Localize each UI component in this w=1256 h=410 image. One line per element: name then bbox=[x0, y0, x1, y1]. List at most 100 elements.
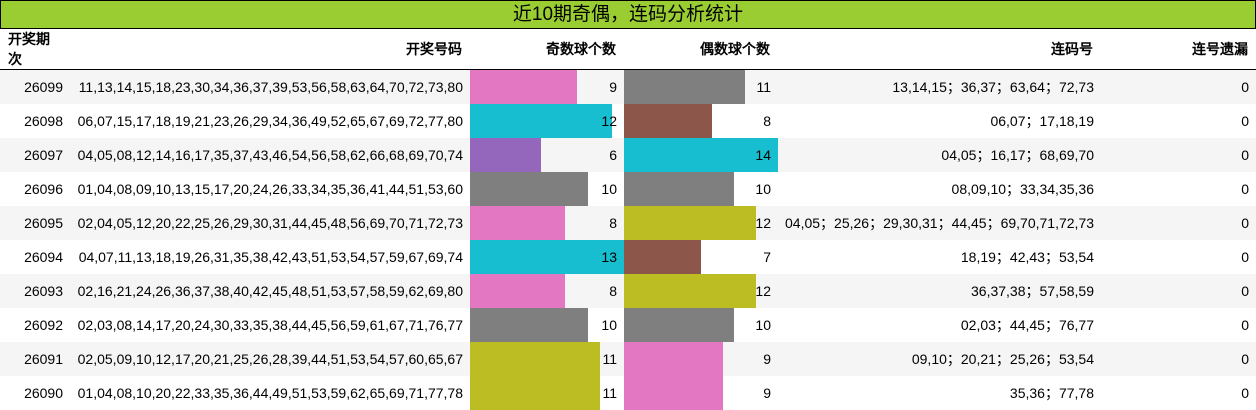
odd-count-bar bbox=[470, 240, 624, 274]
even-count-value: 11 bbox=[756, 79, 771, 95]
even-count-cell: 14 bbox=[624, 138, 778, 172]
even-count-bar bbox=[624, 376, 723, 410]
header-numbers: 开奖号码 bbox=[70, 29, 470, 70]
numbers-cell: 02,04,05,12,20,22,25,26,29,30,31,44,45,4… bbox=[70, 206, 470, 240]
odd-count-value: 11 bbox=[602, 385, 617, 401]
even-count-cell: 10 bbox=[624, 172, 778, 206]
miss-cell: 0 bbox=[1101, 69, 1256, 104]
odd-count-cell: 8 bbox=[470, 206, 624, 240]
even-count-value: 12 bbox=[755, 215, 771, 231]
odd-count-cell: 10 bbox=[470, 308, 624, 342]
even-count-bar bbox=[624, 308, 734, 342]
numbers-cell: 06,07,15,17,18,19,21,23,26,29,34,36,49,5… bbox=[77, 113, 463, 129]
odd-count-value: 8 bbox=[609, 283, 617, 299]
even-count-bar bbox=[624, 240, 701, 274]
even-count-value: 10 bbox=[755, 181, 771, 197]
even-count-cell: 8 bbox=[624, 104, 778, 138]
even-count-value: 10 bbox=[755, 317, 771, 333]
odd-count-value: 12 bbox=[601, 113, 617, 129]
miss-cell: 0 bbox=[1241, 249, 1249, 265]
consecutive-cell: 18,19；42,43；53,54 bbox=[960, 249, 1094, 265]
consecutive-cell: 08,09,10；33,34,35,36 bbox=[951, 181, 1094, 197]
miss-cell: 0 bbox=[1101, 138, 1256, 172]
odd-count-bar bbox=[470, 172, 589, 206]
consecutive-cell: 06,07；17,18,19 bbox=[990, 113, 1094, 129]
odd-count-cell: 9 bbox=[470, 69, 624, 104]
table-row: 26094 04,07,11,13,18,19,26,31,35,38,42,4… bbox=[0, 240, 1256, 274]
consecutive-cell: 04,05；25,26；29,30,31；44,45；69,70,71,72,7… bbox=[778, 206, 1101, 240]
period-cell: 26092 bbox=[24, 317, 63, 333]
even-count-value: 12 bbox=[755, 283, 771, 299]
miss-cell: 0 bbox=[1241, 181, 1249, 197]
consecutive-cell: 04,05；16,17；68,69,70 bbox=[778, 138, 1101, 172]
period-cell: 26099 bbox=[0, 69, 70, 104]
table-row: 26093 02,16,21,24,26,36,37,38,40,42,45,4… bbox=[0, 274, 1256, 308]
consecutive-cell: 13,14,15；36,37；63,64；72,73 bbox=[778, 69, 1101, 104]
even-count-cell: 12 bbox=[624, 206, 778, 240]
odd-count-value: 8 bbox=[609, 215, 617, 231]
even-count-bar bbox=[624, 104, 712, 138]
odd-count-value: 11 bbox=[602, 351, 617, 367]
header-even-count: 偶数球个数 bbox=[624, 29, 778, 70]
even-count-value: 7 bbox=[763, 249, 771, 265]
period-cell: 26097 bbox=[0, 138, 70, 172]
table-row: 26095 02,04,05,12,20,22,25,26,29,30,31,4… bbox=[0, 206, 1256, 240]
numbers-cell: 04,05,08,12,14,16,17,35,37,43,46,54,56,5… bbox=[70, 138, 470, 172]
numbers-cell: 11,13,14,15,18,23,30,34,36,37,39,53,56,5… bbox=[70, 69, 470, 104]
even-count-value: 9 bbox=[763, 351, 771, 367]
odd-count-bar bbox=[470, 308, 589, 342]
odd-count-bar bbox=[470, 206, 565, 240]
header-row: 开奖期次 开奖号码 奇数球个数 偶数球个数 连码号 连号遗漏 bbox=[0, 29, 1256, 70]
table-row: 26092 02,03,08,14,17,20,24,30,33,35,38,4… bbox=[0, 308, 1256, 342]
even-count-value: 8 bbox=[763, 113, 771, 129]
miss-cell: 0 bbox=[1241, 317, 1249, 333]
even-count-cell: 9 bbox=[624, 342, 778, 376]
even-count-cell: 7 bbox=[624, 240, 778, 274]
miss-cell: 0 bbox=[1241, 385, 1249, 401]
consecutive-cell: 36,37,38；57,58,59 bbox=[778, 274, 1101, 308]
period-cell: 26094 bbox=[24, 249, 63, 265]
even-count-bar bbox=[624, 138, 778, 172]
miss-cell: 0 bbox=[1101, 274, 1256, 308]
table-row: 26090 01,04,08,10,20,22,33,35,36,44,49,5… bbox=[0, 376, 1256, 410]
numbers-cell: 01,04,08,10,20,22,33,35,36,44,49,51,53,5… bbox=[77, 385, 463, 401]
header-odd-count: 奇数球个数 bbox=[470, 29, 624, 70]
period-cell: 26090 bbox=[24, 385, 63, 401]
numbers-cell: 02,05,09,10,12,17,20,21,25,26,28,39,44,5… bbox=[70, 342, 470, 376]
page-title: 近10期奇偶，连码分析统计 bbox=[0, 0, 1256, 29]
consecutive-cell: 09,10；20,21；25,26；53,54 bbox=[778, 342, 1101, 376]
odd-count-bar bbox=[470, 376, 601, 410]
period-cell: 26093 bbox=[0, 274, 70, 308]
consecutive-cell: 02,03；44,45；76,77 bbox=[960, 317, 1094, 333]
odd-count-bar bbox=[470, 274, 565, 308]
odd-count-cell: 10 bbox=[470, 172, 624, 206]
header-period: 开奖期次 bbox=[0, 29, 70, 70]
consecutive-cell: 35,36；77,78 bbox=[1009, 385, 1094, 401]
odd-count-bar bbox=[470, 104, 613, 138]
even-count-value: 9 bbox=[763, 385, 771, 401]
even-count-cell: 12 bbox=[624, 274, 778, 308]
numbers-cell: 02,16,21,24,26,36,37,38,40,42,45,48,51,5… bbox=[70, 274, 470, 308]
period-cell: 26098 bbox=[24, 113, 63, 129]
period-cell: 26096 bbox=[24, 181, 63, 197]
miss-cell: 0 bbox=[1101, 342, 1256, 376]
table-row: 26097 04,05,08,12,14,16,17,35,37,43,46,5… bbox=[0, 138, 1256, 172]
table-row: 26091 02,05,09,10,12,17,20,21,25,26,28,3… bbox=[0, 342, 1256, 376]
miss-cell: 0 bbox=[1101, 206, 1256, 240]
even-count-bar bbox=[624, 172, 734, 206]
stats-table: 开奖期次 开奖号码 奇数球个数 偶数球个数 连码号 连号遗漏 26099 11,… bbox=[0, 29, 1256, 410]
table-row: 26096 01,04,08,09,10,13,15,17,20,24,26,3… bbox=[0, 172, 1256, 206]
odd-count-cell: 12 bbox=[470, 104, 624, 138]
even-count-bar bbox=[624, 206, 756, 240]
odd-count-cell: 8 bbox=[470, 274, 624, 308]
even-count-cell: 10 bbox=[624, 308, 778, 342]
even-count-bar bbox=[624, 342, 723, 376]
period-cell: 26091 bbox=[0, 342, 70, 376]
odd-count-bar bbox=[470, 138, 542, 172]
odd-count-cell: 6 bbox=[470, 138, 624, 172]
even-count-cell: 9 bbox=[624, 376, 778, 410]
numbers-cell: 01,04,08,09,10,13,15,17,20,24,26,33,34,3… bbox=[77, 181, 463, 197]
odd-count-cell: 11 bbox=[470, 342, 624, 376]
odd-count-bar bbox=[470, 70, 577, 104]
numbers-cell: 04,07,11,13,18,19,26,31,35,38,42,43,51,5… bbox=[78, 249, 463, 265]
